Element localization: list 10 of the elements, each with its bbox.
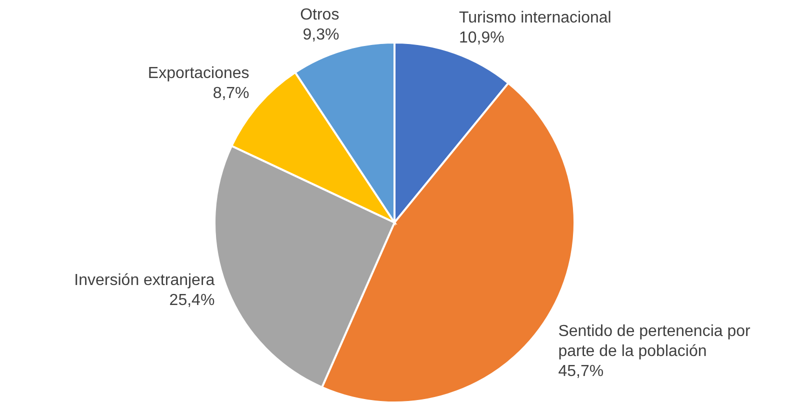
slice-label: Otros (300, 6, 340, 24)
slice-label: Sentido de pertenencia por parte de la población (558, 322, 752, 360)
data-label: 9,3% (302, 26, 340, 44)
data-label: 8,7% (212, 84, 250, 102)
data-label: 10,9% (458, 30, 504, 47)
data-label: 25,4% (169, 292, 215, 309)
slice-label: Exportaciones (148, 64, 250, 82)
data-label: 45,7% (558, 362, 604, 380)
slice-label: Inversión extranjera (74, 272, 215, 289)
slice-label: Turismo internacional (458, 10, 612, 27)
